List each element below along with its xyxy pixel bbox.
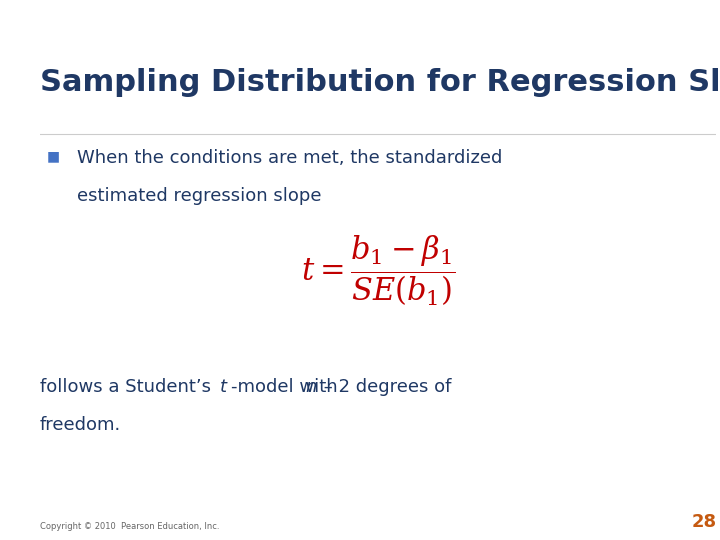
Text: $\mathit{t} = \dfrac{b_1 - \beta_1}{SE(b_1)}$: $\mathit{t} = \dfrac{b_1 - \beta_1}{SE(b… <box>301 233 455 308</box>
Text: Sampling Distribution for Regression Slopes: Sampling Distribution for Regression Slo… <box>40 68 720 97</box>
Text: $t$: $t$ <box>219 377 228 396</box>
Text: – 2 degrees of: – 2 degrees of <box>318 377 451 396</box>
Text: When the conditions are met, the standardized: When the conditions are met, the standar… <box>77 149 502 167</box>
Text: estimated regression slope: estimated regression slope <box>77 187 321 205</box>
Text: follows a Student’s: follows a Student’s <box>40 377 216 396</box>
Text: freedom.: freedom. <box>40 416 121 434</box>
Text: 28: 28 <box>691 513 716 531</box>
Text: $n$: $n$ <box>305 377 317 396</box>
Text: -model with: -model with <box>231 377 343 396</box>
Text: Copyright © 2010  Pearson Education, Inc.: Copyright © 2010 Pearson Education, Inc. <box>40 522 219 531</box>
Text: ■: ■ <box>46 149 60 163</box>
